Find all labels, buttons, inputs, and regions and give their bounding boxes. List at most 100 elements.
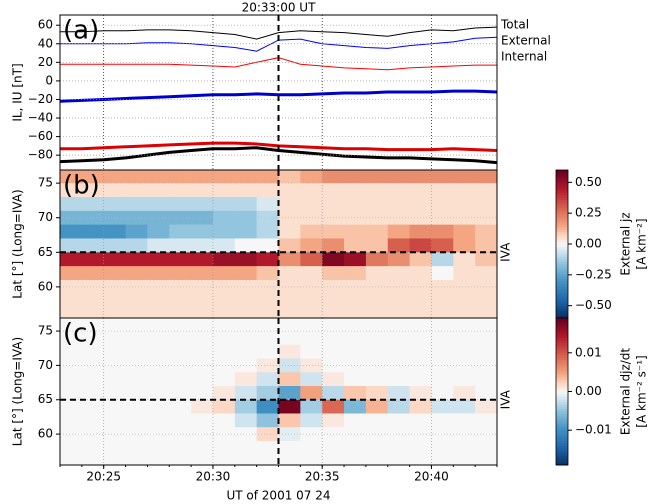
heat-cell <box>147 224 170 239</box>
heat-cell <box>125 399 148 414</box>
heat-cell <box>60 331 83 346</box>
colorbar-label: External jz <box>619 212 633 275</box>
heat-cell <box>300 413 323 428</box>
colorbar-slice <box>556 288 568 292</box>
colorbar-slice <box>556 352 568 356</box>
heat-cell <box>256 307 279 318</box>
colorbar-slice <box>556 253 568 257</box>
heat-cell <box>475 318 497 332</box>
colorbar-slice <box>556 398 568 402</box>
heat-cell <box>191 358 214 373</box>
heat-cell <box>278 454 301 465</box>
heat-cell <box>147 307 170 318</box>
colorbar-label: External djz/dt <box>619 348 633 436</box>
heat-cell <box>256 399 279 414</box>
colorbar-slice <box>556 248 568 252</box>
heat-cell <box>191 170 214 184</box>
heat-cell <box>234 440 258 456</box>
heat-cell <box>300 372 323 387</box>
heat-cell <box>322 344 345 360</box>
colorbar-slice <box>556 226 568 230</box>
heat-cell <box>191 454 214 465</box>
heat-cell <box>103 372 127 387</box>
heat-cell <box>278 358 301 373</box>
heat-cell <box>409 170 432 184</box>
heat-cell <box>365 224 389 239</box>
colorbar-slice <box>556 447 568 451</box>
colorbar-slice <box>556 460 568 464</box>
heat-cell <box>387 440 411 456</box>
colorbar-slice <box>556 295 568 299</box>
heat-cell <box>125 279 148 295</box>
heat-cell <box>322 224 345 239</box>
heat-cell <box>322 372 345 387</box>
heat-cell <box>475 266 497 281</box>
heat-cell <box>387 238 411 253</box>
heat-cell <box>212 386 236 401</box>
colorbar-slice <box>556 408 568 412</box>
heat-cell <box>344 307 367 318</box>
colorbar-slice <box>556 285 568 289</box>
heat-cell <box>169 372 192 387</box>
heat-cell <box>169 331 192 346</box>
heat-cell <box>147 358 170 373</box>
colorbar-slice <box>556 445 568 449</box>
colorbar-slice <box>556 219 568 223</box>
heat-cell <box>147 183 170 198</box>
heat-cell <box>300 196 323 212</box>
colorbar-slice <box>556 381 568 385</box>
heat-cell <box>191 440 214 456</box>
heat-cell <box>169 183 192 198</box>
heat-cell <box>344 413 367 428</box>
colorbar-slice <box>556 271 568 275</box>
heat-cell <box>453 454 476 465</box>
heat-cell <box>125 224 148 239</box>
colorbar-slice <box>556 423 568 427</box>
heat-cell <box>453 427 476 442</box>
heat-cell <box>387 183 411 198</box>
heat-cell <box>125 183 148 198</box>
heat-cell <box>344 318 367 332</box>
heat-cell <box>256 454 279 465</box>
y-tick-label: 70 <box>38 210 53 224</box>
heat-cell <box>125 344 148 360</box>
heat-cell <box>365 413 389 428</box>
colorbar-slice <box>556 239 568 243</box>
heat-cell <box>344 399 367 414</box>
heat-cell <box>475 372 497 387</box>
heat-cell <box>191 279 214 295</box>
heat-cell <box>103 170 127 184</box>
heat-cell <box>409 266 432 281</box>
colorbar-tick-label: 0.01 <box>575 345 602 359</box>
colorbar-slice <box>556 182 568 186</box>
heat-cell <box>365 372 389 387</box>
heat-cell <box>365 210 389 226</box>
heat-cell <box>147 266 170 281</box>
heat-cell <box>256 386 279 401</box>
colorbar-slice <box>556 420 568 424</box>
colorbar-slice <box>556 177 568 181</box>
heat-cell <box>387 399 411 414</box>
heat-cell <box>125 293 148 309</box>
heat-cell <box>365 344 389 360</box>
heat-cell <box>409 307 432 318</box>
heat-cell <box>300 318 323 332</box>
heat-cell <box>387 266 411 281</box>
colorbar-slice <box>556 266 568 270</box>
heat-cell <box>60 372 83 387</box>
colorbar-slice <box>556 273 568 277</box>
colorbar-slice <box>556 330 568 334</box>
heat-cell <box>475 224 497 239</box>
heat-cell <box>475 252 497 267</box>
colorbar-slice <box>556 462 568 466</box>
heat-cell <box>387 358 411 373</box>
colorbar-slice <box>556 207 568 210</box>
heat-cell <box>60 386 83 401</box>
heat-cell <box>387 372 411 387</box>
heat-cell <box>475 440 497 456</box>
heat-cell <box>300 358 323 373</box>
heat-cell <box>387 413 411 428</box>
colorbar-slice <box>556 197 568 201</box>
heat-cell <box>234 386 258 401</box>
heat-cell <box>409 386 432 401</box>
